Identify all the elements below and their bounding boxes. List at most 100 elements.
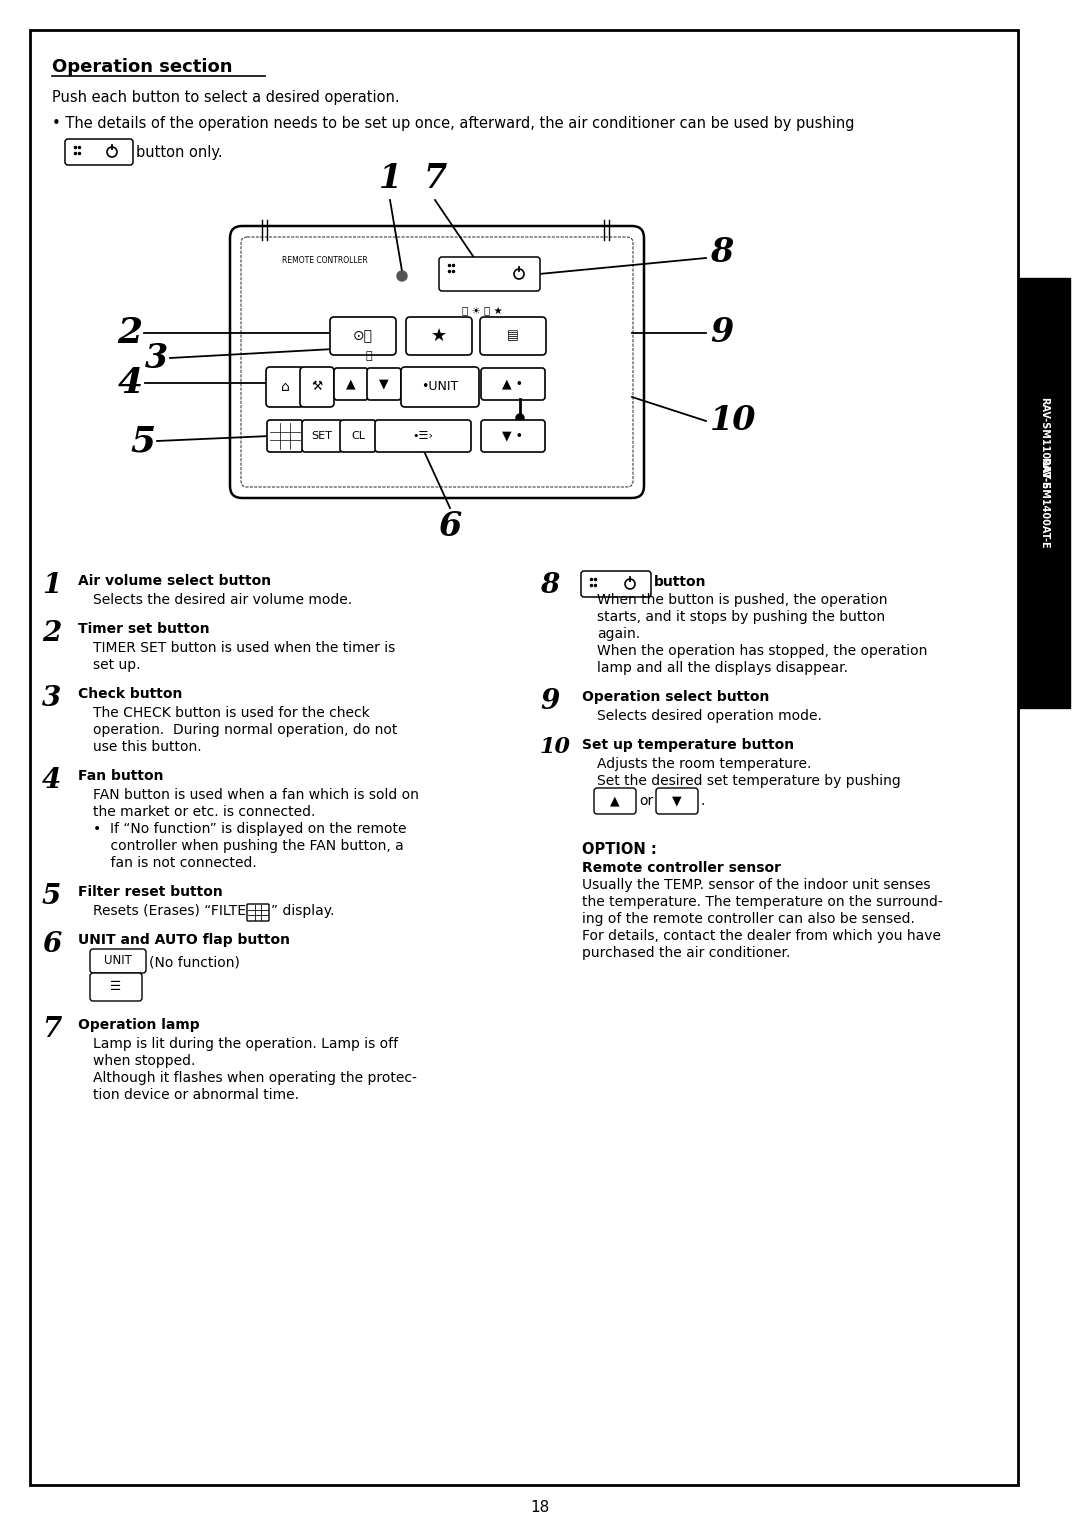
Text: ☰: ☰ [110, 981, 122, 993]
Text: the temperature. The temperature on the surround-: the temperature. The temperature on the … [582, 895, 943, 909]
Circle shape [516, 413, 524, 422]
Text: Resets (Erases) “FILTER: Resets (Erases) “FILTER [93, 904, 260, 918]
Text: purchased the air conditioner.: purchased the air conditioner. [582, 946, 791, 961]
Text: (No function): (No function) [149, 955, 240, 968]
Text: controller when pushing the FAN button, a: controller when pushing the FAN button, … [93, 839, 404, 852]
Text: REMOTE CONTROLLER: REMOTE CONTROLLER [282, 256, 368, 265]
Bar [1018, 278, 1070, 708]
Text: 7: 7 [42, 1016, 62, 1043]
Text: tion device or abnormal time.: tion device or abnormal time. [93, 1087, 299, 1103]
Text: RAV-SM1400AT-E: RAV-SM1400AT-E [1039, 458, 1049, 549]
Text: UNIT and AUTO flap button: UNIT and AUTO flap button [78, 933, 291, 947]
FancyBboxPatch shape [300, 368, 334, 407]
Text: Adjusts the room temperature.: Adjusts the room temperature. [597, 756, 811, 772]
Text: the market or etc. is connected.: the market or etc. is connected. [93, 805, 315, 819]
FancyBboxPatch shape [481, 368, 545, 400]
Text: Operation select button: Operation select button [582, 689, 769, 705]
Text: SET: SET [311, 432, 333, 441]
Text: fan is not connected.: fan is not connected. [93, 856, 257, 869]
Text: 10: 10 [710, 404, 756, 438]
Text: or: or [639, 795, 653, 808]
Text: TIMER SET button is used when the timer is: TIMER SET button is used when the timer … [93, 640, 395, 656]
Text: ▲: ▲ [347, 378, 355, 390]
FancyBboxPatch shape [375, 419, 471, 451]
Text: Filter reset button: Filter reset button [78, 884, 222, 900]
Text: 8: 8 [540, 572, 559, 599]
FancyBboxPatch shape [401, 368, 480, 407]
Text: Air volume select button: Air volume select button [78, 573, 271, 589]
Text: 5: 5 [42, 883, 62, 910]
Text: ▼ •: ▼ • [502, 430, 524, 442]
Text: 18: 18 [530, 1501, 550, 1514]
FancyBboxPatch shape [302, 419, 342, 451]
Text: •☰›: •☰› [413, 432, 433, 441]
Text: RAV-SM1100AT-E: RAV-SM1100AT-E [1039, 396, 1049, 490]
Text: • The details of the operation needs to be set up once, afterward, the air condi: • The details of the operation needs to … [52, 116, 854, 131]
FancyBboxPatch shape [581, 570, 651, 596]
FancyBboxPatch shape [90, 949, 146, 973]
Text: Usually the TEMP. sensor of the indoor unit senses: Usually the TEMP. sensor of the indoor u… [582, 878, 931, 892]
FancyBboxPatch shape [656, 788, 698, 814]
Text: 3: 3 [42, 685, 62, 712]
Text: 2: 2 [117, 316, 141, 351]
Circle shape [397, 271, 407, 281]
Text: starts, and it stops by pushing the button: starts, and it stops by pushing the butt… [597, 610, 886, 624]
Text: ▲: ▲ [610, 795, 620, 808]
Text: 2: 2 [42, 621, 62, 647]
FancyBboxPatch shape [65, 139, 133, 165]
Text: ▼: ▼ [379, 378, 389, 390]
Text: 5: 5 [130, 424, 156, 458]
FancyBboxPatch shape [480, 317, 546, 355]
FancyBboxPatch shape [438, 258, 540, 291]
Text: Check button: Check button [78, 686, 183, 702]
Text: •  If “No function” is displayed on the remote: • If “No function” is displayed on the r… [93, 822, 406, 836]
Text: 10: 10 [540, 737, 571, 758]
Text: CL: CL [351, 432, 365, 441]
Text: ▲ •: ▲ • [502, 378, 524, 390]
Text: Operation lamp: Operation lamp [78, 1019, 200, 1032]
FancyBboxPatch shape [266, 368, 303, 407]
Text: ★: ★ [431, 326, 447, 345]
Text: again.: again. [597, 627, 640, 640]
Text: Although it flashes when operating the protec-: Although it flashes when operating the p… [93, 1071, 417, 1084]
Text: Push each button to select a desired operation.: Push each button to select a desired ope… [52, 90, 400, 105]
Text: ing of the remote controller can also be sensed.: ing of the remote controller can also be… [582, 912, 915, 926]
Text: OPTION :: OPTION : [582, 842, 657, 857]
FancyBboxPatch shape [406, 317, 472, 355]
Text: Timer set button: Timer set button [78, 622, 210, 636]
Text: 9: 9 [540, 688, 559, 715]
Text: Operation section: Operation section [52, 58, 232, 76]
Text: lamp and all the displays disappear.: lamp and all the displays disappear. [597, 660, 848, 676]
Text: button only.: button only. [136, 145, 222, 160]
Text: 9: 9 [710, 317, 733, 349]
Text: use this button.: use this button. [93, 740, 202, 753]
Text: ⊙⏻: ⊙⏻ [353, 329, 373, 343]
FancyBboxPatch shape [330, 317, 396, 355]
Text: Selects the desired air volume mode.: Selects the desired air volume mode. [93, 593, 352, 607]
Text: •UNIT: •UNIT [421, 381, 459, 393]
FancyBboxPatch shape [230, 226, 644, 499]
Text: UNIT: UNIT [104, 955, 132, 967]
Text: Remote controller sensor: Remote controller sensor [582, 862, 781, 875]
FancyBboxPatch shape [481, 419, 545, 451]
FancyBboxPatch shape [334, 368, 368, 400]
Text: ▤: ▤ [508, 329, 518, 343]
Text: 6: 6 [438, 509, 461, 543]
Text: When the button is pushed, the operation: When the button is pushed, the operation [597, 593, 888, 607]
Text: operation.  During normal operation, do not: operation. During normal operation, do n… [93, 723, 397, 737]
Text: when stopped.: when stopped. [93, 1054, 195, 1067]
Text: 7: 7 [423, 162, 447, 195]
Text: Selects desired operation mode.: Selects desired operation mode. [597, 709, 822, 723]
Text: 8: 8 [710, 236, 733, 270]
Text: ⧗: ⧗ [366, 351, 373, 361]
FancyBboxPatch shape [594, 788, 636, 814]
Text: ⌂: ⌂ [281, 380, 289, 393]
Text: 4: 4 [118, 366, 143, 400]
Text: Ⓐ ☀ ⛄ ★: Ⓐ ☀ ⛄ ★ [462, 307, 503, 316]
Text: Set up temperature button: Set up temperature button [582, 738, 794, 752]
FancyBboxPatch shape [90, 973, 141, 1000]
Text: Fan button: Fan button [78, 769, 163, 782]
Text: ▼: ▼ [672, 795, 681, 808]
Text: 1: 1 [378, 162, 402, 195]
Text: 3: 3 [145, 342, 168, 375]
